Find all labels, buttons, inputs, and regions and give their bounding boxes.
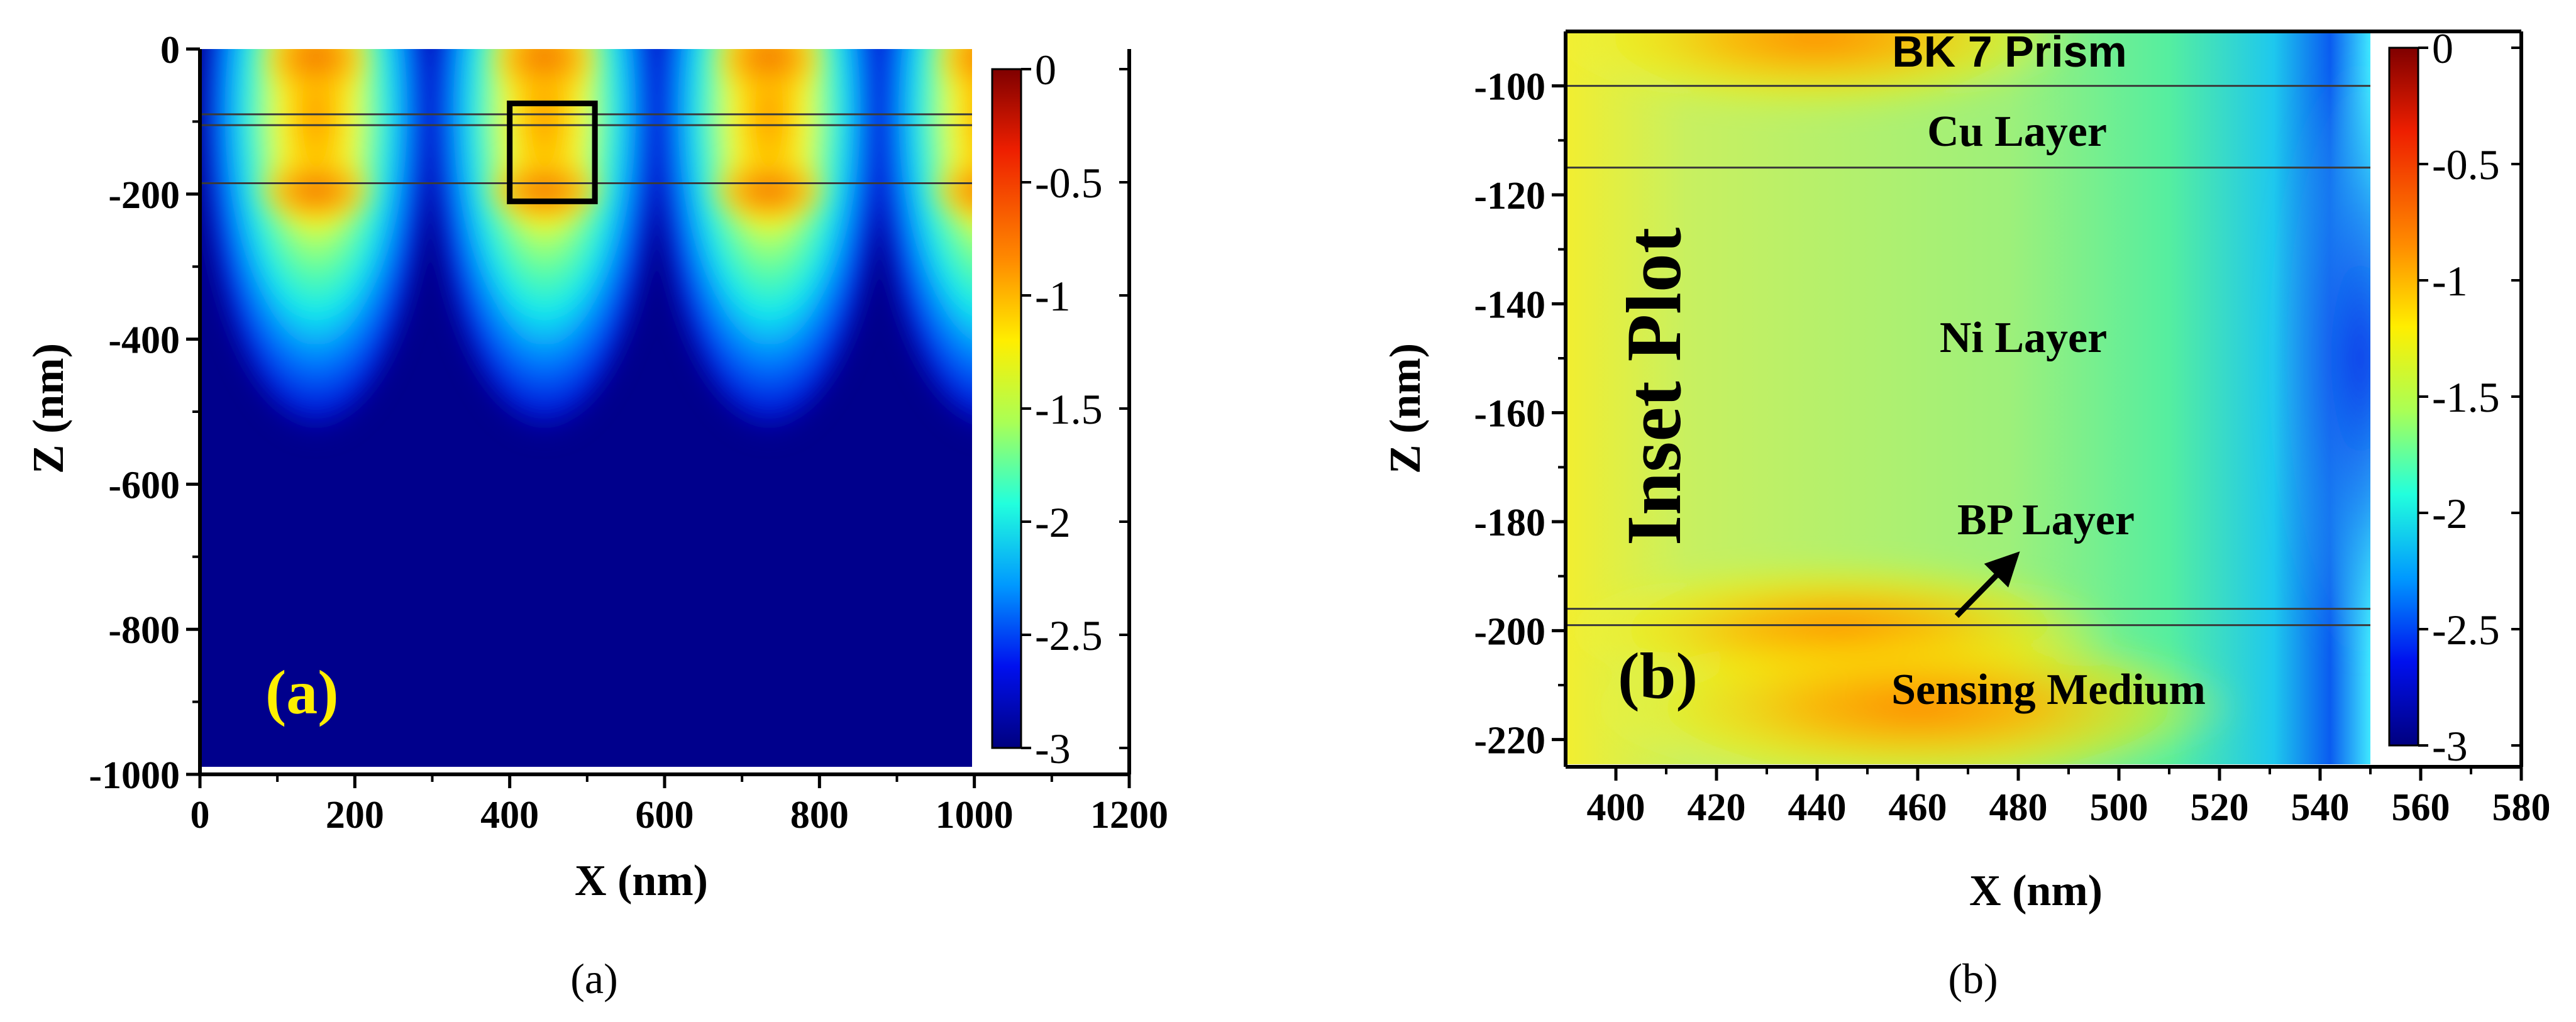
x-tick-label: 1200 <box>1090 794 1168 837</box>
colorbar-tick-label: -2 <box>2432 490 2468 537</box>
caption-b: (b) <box>1948 955 1998 1003</box>
x-tick-label: 540 <box>2291 786 2350 829</box>
colorbar-tick-label: -2.5 <box>2432 606 2500 654</box>
y-tick-label: -160 <box>1474 393 1545 436</box>
y-tick-label: -400 <box>108 319 180 362</box>
layer-label-bp: BP Layer <box>1957 496 2135 544</box>
y-tick-label: -140 <box>1474 283 1545 326</box>
field-hotspot-top <box>930 49 972 99</box>
layer-label-cu: Cu Layer <box>1927 107 2107 156</box>
highlight-box[interactable] <box>507 101 598 204</box>
colorbar-tick-label: -3 <box>1035 725 1071 772</box>
field-low-region <box>2272 57 2370 660</box>
colorbar-a: 0 -0.5 -1 -1.5 -2 -2.5 -3 <box>991 46 1131 774</box>
x-tick-label: 420 <box>1688 786 1746 829</box>
colorbar-tick-label: -2.5 <box>1035 612 1103 659</box>
colorbar-tick-label: 0 <box>1035 46 1056 94</box>
y-axis-label-b: Z (nm) <box>1381 343 1430 474</box>
x-tick-label: 200 <box>326 794 384 837</box>
field-hotspot-top <box>709 49 829 101</box>
layer-label-sensing-medium: Sensing Medium <box>1891 666 2206 714</box>
x-tick-label: 480 <box>1989 786 2048 829</box>
colorbar-tick-label: -0.5 <box>1035 159 1103 207</box>
field-hotspot-interface <box>253 153 379 229</box>
field-hotspot-interface <box>482 153 608 229</box>
y-tick-label: -1000 <box>89 754 180 797</box>
y-tick-label: -180 <box>1474 502 1545 544</box>
x-tick-label: 0 <box>191 794 210 837</box>
y-tick-label: -800 <box>108 609 180 652</box>
panel-a: 0 -0.5 -1 -1.5 -2 -2.5 -3 0 200 400 600 800 1000 120… <box>25 29 1168 1003</box>
bp-layer-arrow <box>1954 551 2020 618</box>
field-hotspot-interface <box>706 153 832 229</box>
y-tick-label: 0 <box>160 29 180 72</box>
colorbar-tick-label: -2 <box>1035 498 1071 546</box>
colorbar-gradient <box>991 68 1022 749</box>
y-tick-label: -200 <box>1474 610 1545 653</box>
x-tick-label: 460 <box>1889 786 1947 829</box>
field-hotspot-sensing <box>1591 625 2245 764</box>
field-lobe <box>425 49 665 439</box>
axes-a: 0 200 400 600 800 1000 1200 0 -200 -400 -600 -800 -1… <box>89 29 1168 837</box>
x-tick-label: 440 <box>1788 786 1847 829</box>
heatmap-b <box>1566 31 2370 764</box>
heatmap-a <box>200 49 972 767</box>
x-tick-label: 400 <box>480 794 539 837</box>
x-axis-label-a: X (nm) <box>575 857 708 905</box>
colorbar-tick-label: -0.5 <box>2432 141 2500 189</box>
y-tick-label: -200 <box>108 174 180 217</box>
colorbar-b: 0-0.5-1-1.5-2-2.5-3 <box>2388 25 2523 770</box>
field-hotspot-interface <box>927 154 972 227</box>
colorbar-tick-label: -1 <box>1035 272 1071 320</box>
colorbar-tick-label: -1 <box>2432 257 2468 305</box>
layer-label-ni: Ni Layer <box>1940 314 2107 362</box>
x-tick-label: 580 <box>2492 786 2551 829</box>
x-tick-label: 800 <box>790 794 849 837</box>
x-tick-label: 1000 <box>936 794 1014 837</box>
y-tick-label: -220 <box>1474 720 1545 762</box>
x-tick-label: 400 <box>1587 786 1645 829</box>
y-axis-label-a: Z (nm) <box>25 343 73 474</box>
x-tick-label: 600 <box>636 794 694 837</box>
colorbar-tick-label: -1.5 <box>1035 385 1103 433</box>
x-tick-label: 560 <box>2392 786 2450 829</box>
colorbar-tick-label: -1.5 <box>2432 373 2500 421</box>
y-tick-label: -600 <box>108 464 180 507</box>
field-hotspot-top <box>485 49 605 101</box>
field-lobe <box>200 49 436 439</box>
layer-label-bk7-prism: BK 7 Prism <box>1892 27 2126 76</box>
field-lobe <box>870 49 972 436</box>
panel-label-a: (a) <box>265 657 339 727</box>
axes-b: 400 420 440 460 480 500 520 540 560 580 -100 -120 -1… <box>1474 30 2551 829</box>
y-tick-label: -100 <box>1474 66 1545 109</box>
panel-label-b: (b) <box>1618 640 1698 712</box>
x-axis-label-b: X (nm) <box>1969 867 2103 915</box>
panel-b: 0-0.5-1-1.5-2-2.5-3 400 420 440 460 480 500 52… <box>1381 25 2551 1003</box>
x-tick-label: 520 <box>2191 786 2249 829</box>
y-tick-label: -120 <box>1474 175 1545 217</box>
inset-plot-label: Inset Plot <box>1611 228 1697 546</box>
caption-a: (a) <box>570 955 617 1003</box>
field-lobe <box>650 49 889 439</box>
colorbar-gradient <box>2388 47 2419 747</box>
colorbar-tick-label: -3 <box>2432 722 2468 770</box>
x-tick-label: 500 <box>2090 786 2148 829</box>
field-hotspot-top <box>1566 31 2081 113</box>
field-hotspot-top <box>256 49 376 101</box>
